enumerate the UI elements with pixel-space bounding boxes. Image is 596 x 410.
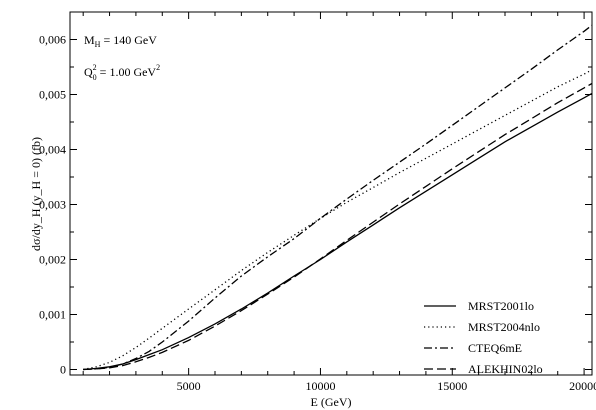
legend-label-mrst2004nlo: MRST2004nlo — [468, 320, 540, 334]
legend: MRST2001lo MRST2004nlo CTEQ6mE ALEKHIN02lo — [424, 299, 543, 376]
mass-annotation: MH = 140 GeV — [84, 33, 157, 49]
y-tick-label: 0,005 — [39, 88, 66, 102]
y-tick-label: 0,003 — [39, 198, 66, 212]
y-tick-label: 0,001 — [39, 308, 66, 322]
y-axis-label: dσ/dy_H (y_H = 0) (fb) — [29, 137, 43, 251]
x-tick-label: 10000 — [305, 379, 335, 393]
y-tick-label: 0 — [60, 363, 66, 377]
series-line-mrst2004nlo — [83, 69, 592, 371]
legend-label-alekhin02lo: ALEKHIN02lo — [468, 362, 543, 376]
legend-label-mrst2001lo: MRST2001lo — [468, 299, 534, 313]
series-line-cteq6me — [83, 24, 592, 371]
legend-label-cteq6me: CTEQ6mE — [468, 341, 522, 355]
series-group — [83, 24, 592, 371]
x-tick-label: 15000 — [437, 379, 467, 393]
series-line-alekhin02lo — [83, 82, 592, 371]
y-tick-label: 0,006 — [39, 33, 66, 47]
plot-frame — [69, 11, 593, 376]
q0-annotation: Q2 0 = 1.00 GeV2 — [84, 63, 160, 82]
y-tick-label: 0,004 — [39, 143, 66, 157]
y-tick-label: 0,002 — [39, 253, 66, 267]
x-axis-label: E (GeV) — [311, 395, 352, 409]
x-tick-label: 5000 — [177, 379, 201, 393]
